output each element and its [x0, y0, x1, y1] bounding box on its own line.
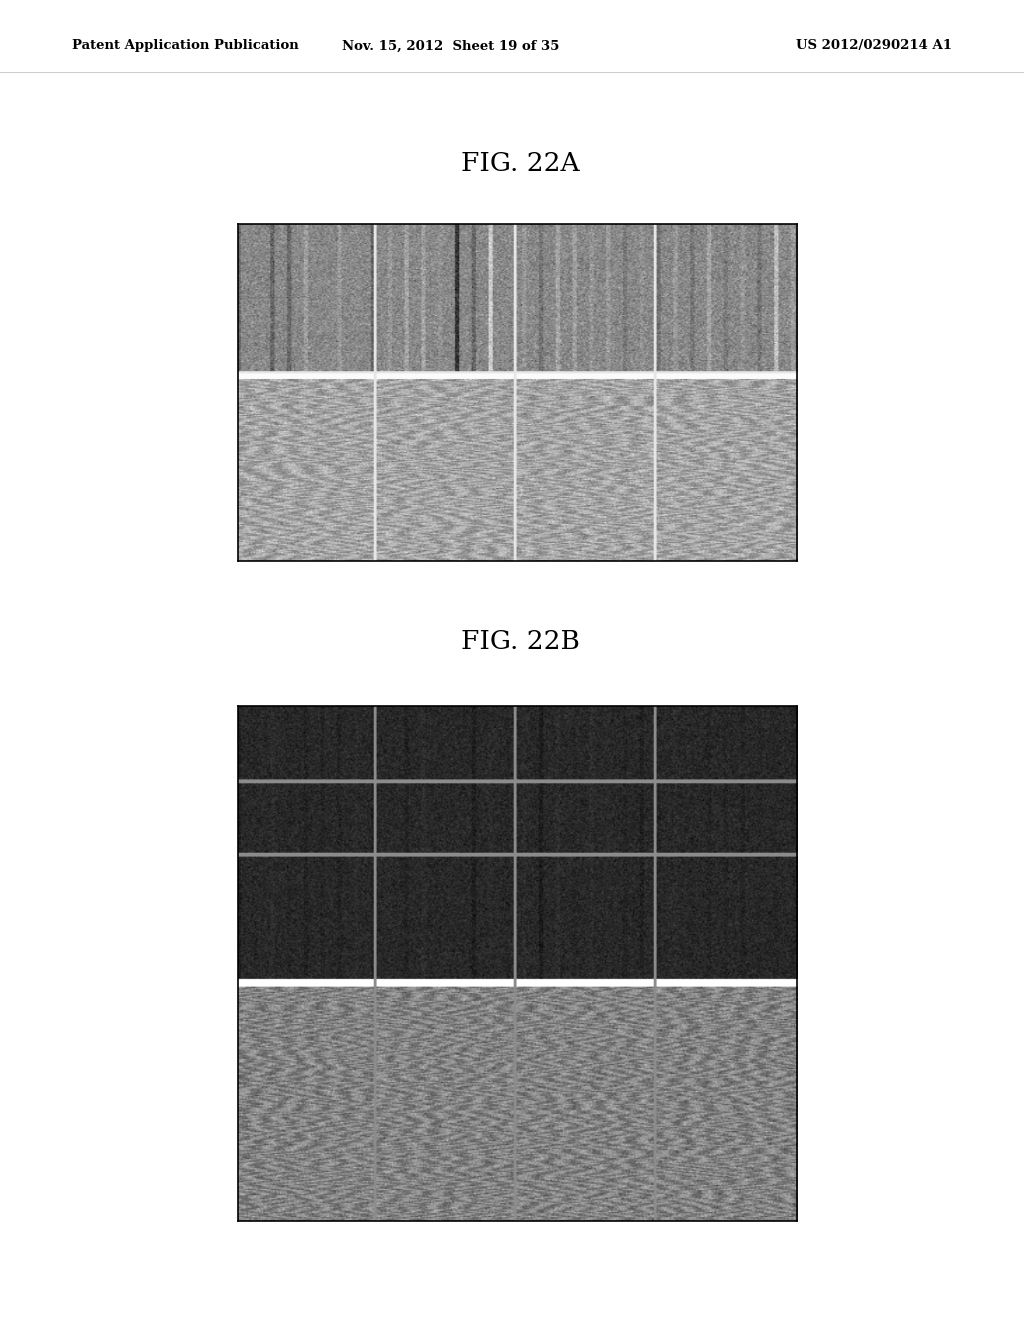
Text: FIG. 22B: FIG. 22B [461, 628, 580, 653]
Text: Nov. 15, 2012  Sheet 19 of 35: Nov. 15, 2012 Sheet 19 of 35 [342, 40, 559, 53]
Text: US 2012/0290214 A1: US 2012/0290214 A1 [797, 40, 952, 53]
Text: FIG. 22A: FIG. 22A [461, 152, 580, 176]
Text: Patent Application Publication: Patent Application Publication [72, 40, 298, 53]
